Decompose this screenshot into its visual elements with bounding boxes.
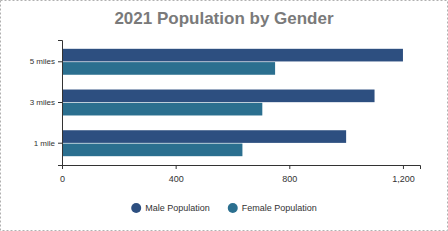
y-tick-label: 1 mile: [34, 139, 56, 148]
legend-item: Female Population: [228, 203, 317, 213]
legend-label: Female Population: [242, 203, 317, 213]
y-tick: 3 miles: [30, 98, 62, 107]
legend-item: Male Population: [131, 203, 210, 213]
y-tick-mark: [58, 61, 62, 62]
plot: 0 400 800 1,200 1 mile 3 miles 5 miles: [30, 41, 421, 184]
x-tick-mark: [176, 165, 177, 169]
x-tick-label: 1,200: [392, 174, 415, 184]
x-tick-mark: [403, 165, 404, 169]
bar: [62, 49, 403, 62]
x-axis: 0 400 800 1,200: [60, 165, 421, 184]
legend: Male Population Female Population: [131, 203, 317, 213]
legend-swatch: [228, 203, 238, 213]
bar: [62, 130, 346, 143]
bars: [62, 49, 403, 156]
x-tick-label: 0: [60, 174, 65, 184]
y-tick-mark: [58, 143, 62, 144]
x-tick-label: 800: [282, 174, 297, 184]
x-tick-mark: [289, 165, 290, 169]
title: 2021 Population by Gender: [114, 9, 334, 28]
bar: [62, 62, 275, 75]
bar: [62, 144, 242, 157]
x-tick: 800: [282, 165, 297, 184]
x-tick: 400: [169, 165, 184, 184]
y-tick-label: 5 miles: [30, 57, 55, 66]
y-axis: 1 mile 3 miles 5 miles: [30, 41, 63, 166]
y-axis-line: [58, 41, 63, 166]
x-tick: 1,200: [392, 165, 415, 184]
bar: [62, 90, 375, 103]
legend-swatch: [131, 203, 141, 213]
x-tick-label: 400: [169, 174, 184, 184]
x-tick: 0: [60, 165, 65, 184]
y-tick: 1 mile: [34, 139, 62, 148]
frame: [1, 1, 448, 231]
y-tick-mark: [58, 102, 62, 103]
x-axis-line: [63, 166, 421, 170]
y-tick: 5 miles: [30, 57, 62, 66]
bar: [62, 103, 262, 116]
chart: 2021 Population by Gender 0 400 800 1,200 1 m…: [0, 0, 448, 231]
legend-label: Male Population: [145, 203, 210, 213]
y-tick-label: 3 miles: [30, 98, 55, 107]
